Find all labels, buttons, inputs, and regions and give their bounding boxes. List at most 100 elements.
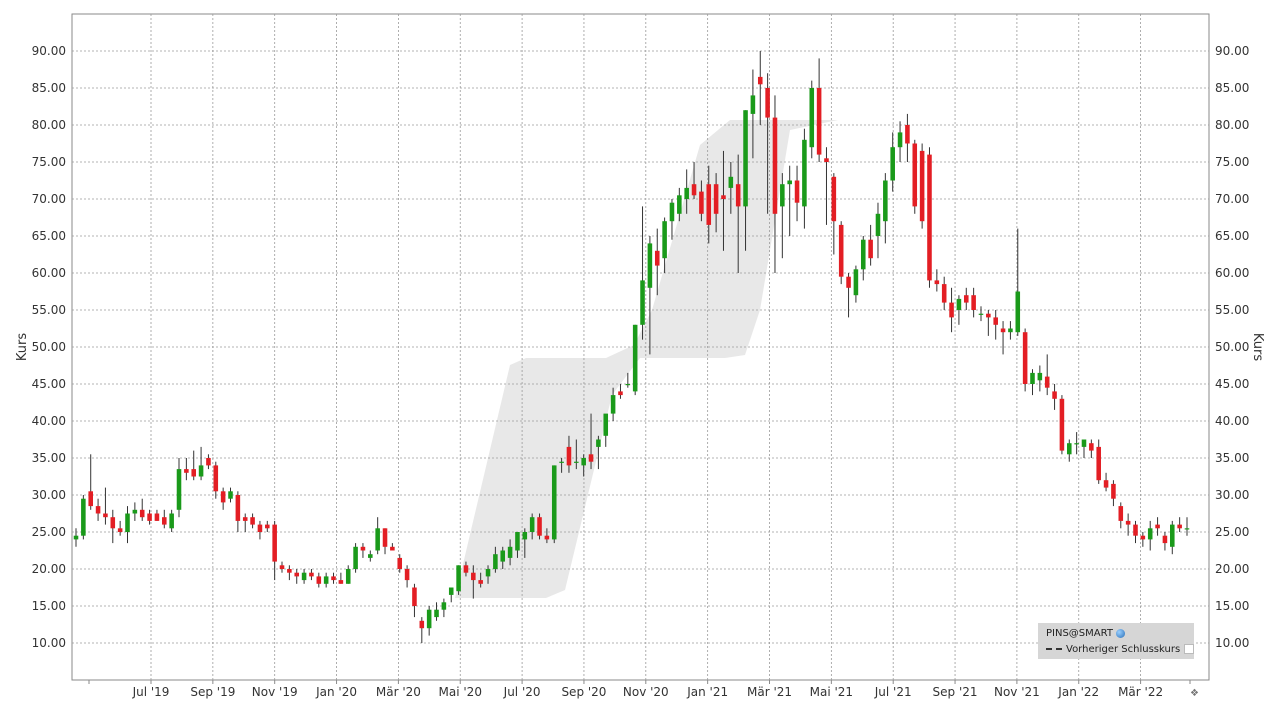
- x-tick-label: Mai '21: [810, 685, 853, 699]
- candle-down: [1052, 391, 1057, 399]
- candle-up: [625, 384, 631, 386]
- candle-up: [787, 180, 792, 185]
- candle-up: [684, 187, 689, 199]
- y-tick-label-right: 55.00: [1215, 303, 1249, 317]
- candle-up: [750, 95, 756, 114]
- candle-up: [228, 491, 233, 499]
- candle-up: [323, 576, 329, 584]
- candle-up: [809, 88, 815, 148]
- candle-up: [1030, 372, 1035, 384]
- candle-up: [559, 461, 564, 463]
- legend-prev-close-label: Vorheriger Schlusskurs: [1066, 644, 1181, 655]
- candle-up: [515, 532, 520, 551]
- candle-down: [412, 587, 417, 606]
- candle-up: [345, 569, 351, 584]
- candle-down: [220, 491, 226, 503]
- candle-down: [471, 572, 476, 581]
- candle-up: [677, 195, 682, 214]
- candle-up: [883, 180, 888, 222]
- candle-down: [265, 524, 270, 529]
- candle-down: [235, 495, 241, 521]
- candle-up: [301, 572, 307, 581]
- candle-up: [493, 554, 498, 569]
- x-tick-label: Jan '22: [1057, 685, 1099, 699]
- candle-down: [927, 154, 932, 281]
- x-tick-label: Jul '21: [874, 685, 912, 699]
- y-tick-label-left: 35.00: [32, 451, 66, 465]
- candle-down: [949, 302, 954, 318]
- candle-up: [780, 184, 785, 207]
- y-tick-label-right: 45.00: [1215, 377, 1249, 391]
- candle-down: [706, 184, 712, 225]
- candle-up: [1074, 443, 1079, 445]
- candle-down: [566, 446, 572, 466]
- candle-up: [1037, 372, 1043, 381]
- candle-down: [103, 513, 108, 518]
- candle-down: [1096, 446, 1101, 481]
- candle-down: [184, 469, 189, 473]
- scroll-arrow-icon[interactable]: ❖: [1190, 688, 1199, 699]
- candle-up: [81, 498, 86, 536]
- candle-down: [1133, 524, 1138, 536]
- candle-up: [603, 413, 609, 436]
- prev-close-checkbox[interactable]: [1184, 644, 1195, 654]
- candle-down: [618, 391, 623, 396]
- candle-down: [257, 524, 263, 532]
- candle-down: [846, 276, 851, 288]
- candle-up: [860, 239, 866, 270]
- candle-down: [419, 620, 425, 629]
- candle-down: [1000, 328, 1006, 333]
- x-tick-label: Sep '20: [561, 685, 606, 699]
- y-axis-title-right: Kurs: [1250, 333, 1265, 361]
- candle-down: [397, 557, 403, 569]
- candle-down: [213, 465, 219, 492]
- y-tick-label-left: 40.00: [32, 414, 66, 428]
- candle-up: [456, 565, 461, 592]
- candle-down: [993, 317, 998, 325]
- y-tick-label-left: 60.00: [32, 266, 66, 280]
- globe-icon[interactable]: [1115, 628, 1125, 638]
- x-tick-label: Mär '22: [1118, 685, 1163, 699]
- candle-down: [1044, 376, 1050, 388]
- candle-down: [139, 509, 145, 518]
- candle-down: [331, 576, 336, 581]
- y-tick-label-left: 85.00: [32, 81, 66, 95]
- candle-down: [206, 458, 211, 466]
- candle-down: [934, 280, 940, 285]
- candle-up: [662, 221, 667, 259]
- candle-down: [95, 506, 101, 514]
- candle-up: [500, 550, 506, 562]
- y-tick-label-right: 85.00: [1215, 81, 1249, 95]
- candle-up: [1015, 291, 1021, 333]
- legend-symbol-row: PINS@SMART: [1046, 628, 1125, 639]
- candle-down: [1103, 480, 1109, 488]
- candle-down: [382, 528, 388, 547]
- candle-down: [1059, 398, 1065, 451]
- candle-up: [728, 176, 734, 188]
- y-tick-label-right: 70.00: [1215, 192, 1249, 206]
- candle-down: [971, 295, 976, 310]
- candle-down: [360, 546, 366, 551]
- y-tick-label-right: 60.00: [1215, 266, 1249, 280]
- candle-up: [610, 395, 616, 414]
- candle-up: [978, 313, 984, 315]
- candle-down: [912, 143, 918, 207]
- candle-down: [1118, 506, 1124, 521]
- candle-down: [1140, 535, 1146, 540]
- candle-down: [941, 284, 947, 303]
- candle-down: [765, 88, 770, 118]
- candle-down: [735, 184, 741, 207]
- candle-down: [868, 239, 873, 259]
- candle-down: [338, 580, 344, 584]
- candle-down: [147, 513, 152, 521]
- x-tick-label: Nov '21: [994, 685, 1040, 699]
- y-tick-label-right: 75.00: [1215, 155, 1249, 169]
- candle-up: [581, 458, 586, 466]
- candle-up: [890, 147, 895, 181]
- candle-up: [1147, 528, 1153, 540]
- y-tick-label-right: 15.00: [1215, 599, 1249, 613]
- y-tick-label-left: 50.00: [32, 340, 66, 354]
- candle-down: [242, 517, 248, 521]
- x-tick-label: Jul '19: [132, 685, 170, 699]
